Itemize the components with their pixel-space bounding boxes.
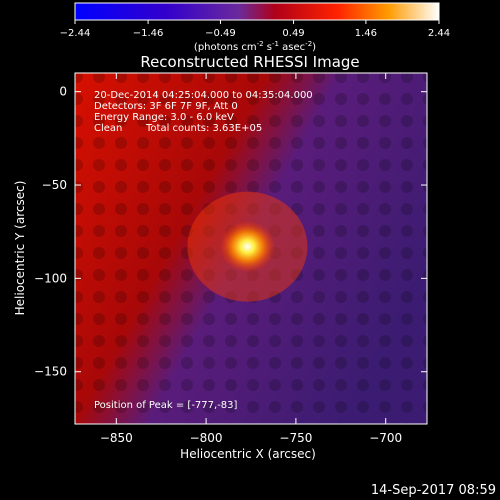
annotation-detectors: Detectors: 3F 6F 7F 9F, Att 0 — [94, 101, 238, 112]
colorbar: −2.44 −1.46 −0.49 0.49 1.46 2.44 (photons cm-… — [60, 2, 450, 53]
x-axis: −850 −800 −750 −700 — [100, 73, 402, 445]
colorbar-unit-label: (photons cm-2 s-1 asec-2) — [194, 40, 316, 53]
heatmap-image — [75, 73, 427, 424]
x-tick-label: −800 — [190, 431, 223, 445]
y-tick-label: −50 — [42, 178, 67, 192]
timestamp: 14-Sep-2017 08:59 — [371, 483, 496, 498]
x-tick-label: −750 — [279, 431, 312, 445]
x-tick-label: −850 — [100, 431, 133, 445]
chart-title: Reconstructed RHESSI Image — [140, 53, 359, 71]
annotation-total-counts: Total counts: 3.63E+05 — [145, 123, 262, 134]
y-tick-label: 0 — [59, 85, 67, 99]
annotation-peak-position: Position of Peak = [-777,-83] — [94, 400, 238, 411]
peak-source — [219, 220, 276, 273]
y-tick-label: −150 — [34, 365, 67, 379]
colorbar-gradient — [74, 2, 440, 21]
annotation-algorithm: Clean — [94, 123, 122, 134]
annotation-time-range: 20-Dec-2014 04:25:04.000 to 04:35:04.000 — [94, 90, 313, 101]
colorbar-tick-label: 2.44 — [428, 28, 450, 39]
plot-frame — [74, 72, 428, 425]
colorbar-tick-label: −0.49 — [205, 28, 236, 39]
colorbar-tick-label: −2.44 — [60, 28, 91, 39]
x-tick-label: −700 — [369, 431, 402, 445]
x-axis-label: Heliocentric X (arcsec) — [180, 447, 316, 461]
y-axis-label: Heliocentric Y (arcsec) — [13, 181, 27, 316]
annotations: 20-Dec-2014 04:25:04.000 to 04:35:04.000… — [94, 90, 313, 411]
colorbar-tick-label: 1.46 — [355, 28, 377, 39]
y-tick-label: −100 — [34, 271, 67, 285]
annotation-energy-range: Energy Range: 3.0 - 6.0 keV — [94, 112, 234, 123]
colorbar-ticks: −2.44 −1.46 −0.49 0.49 1.46 2.44 — [60, 20, 450, 39]
colorbar-tick-label: −1.46 — [133, 28, 164, 39]
y-axis: 0 −50 −100 −150 — [34, 85, 427, 379]
colorbar-tick-label: 0.49 — [282, 28, 304, 39]
